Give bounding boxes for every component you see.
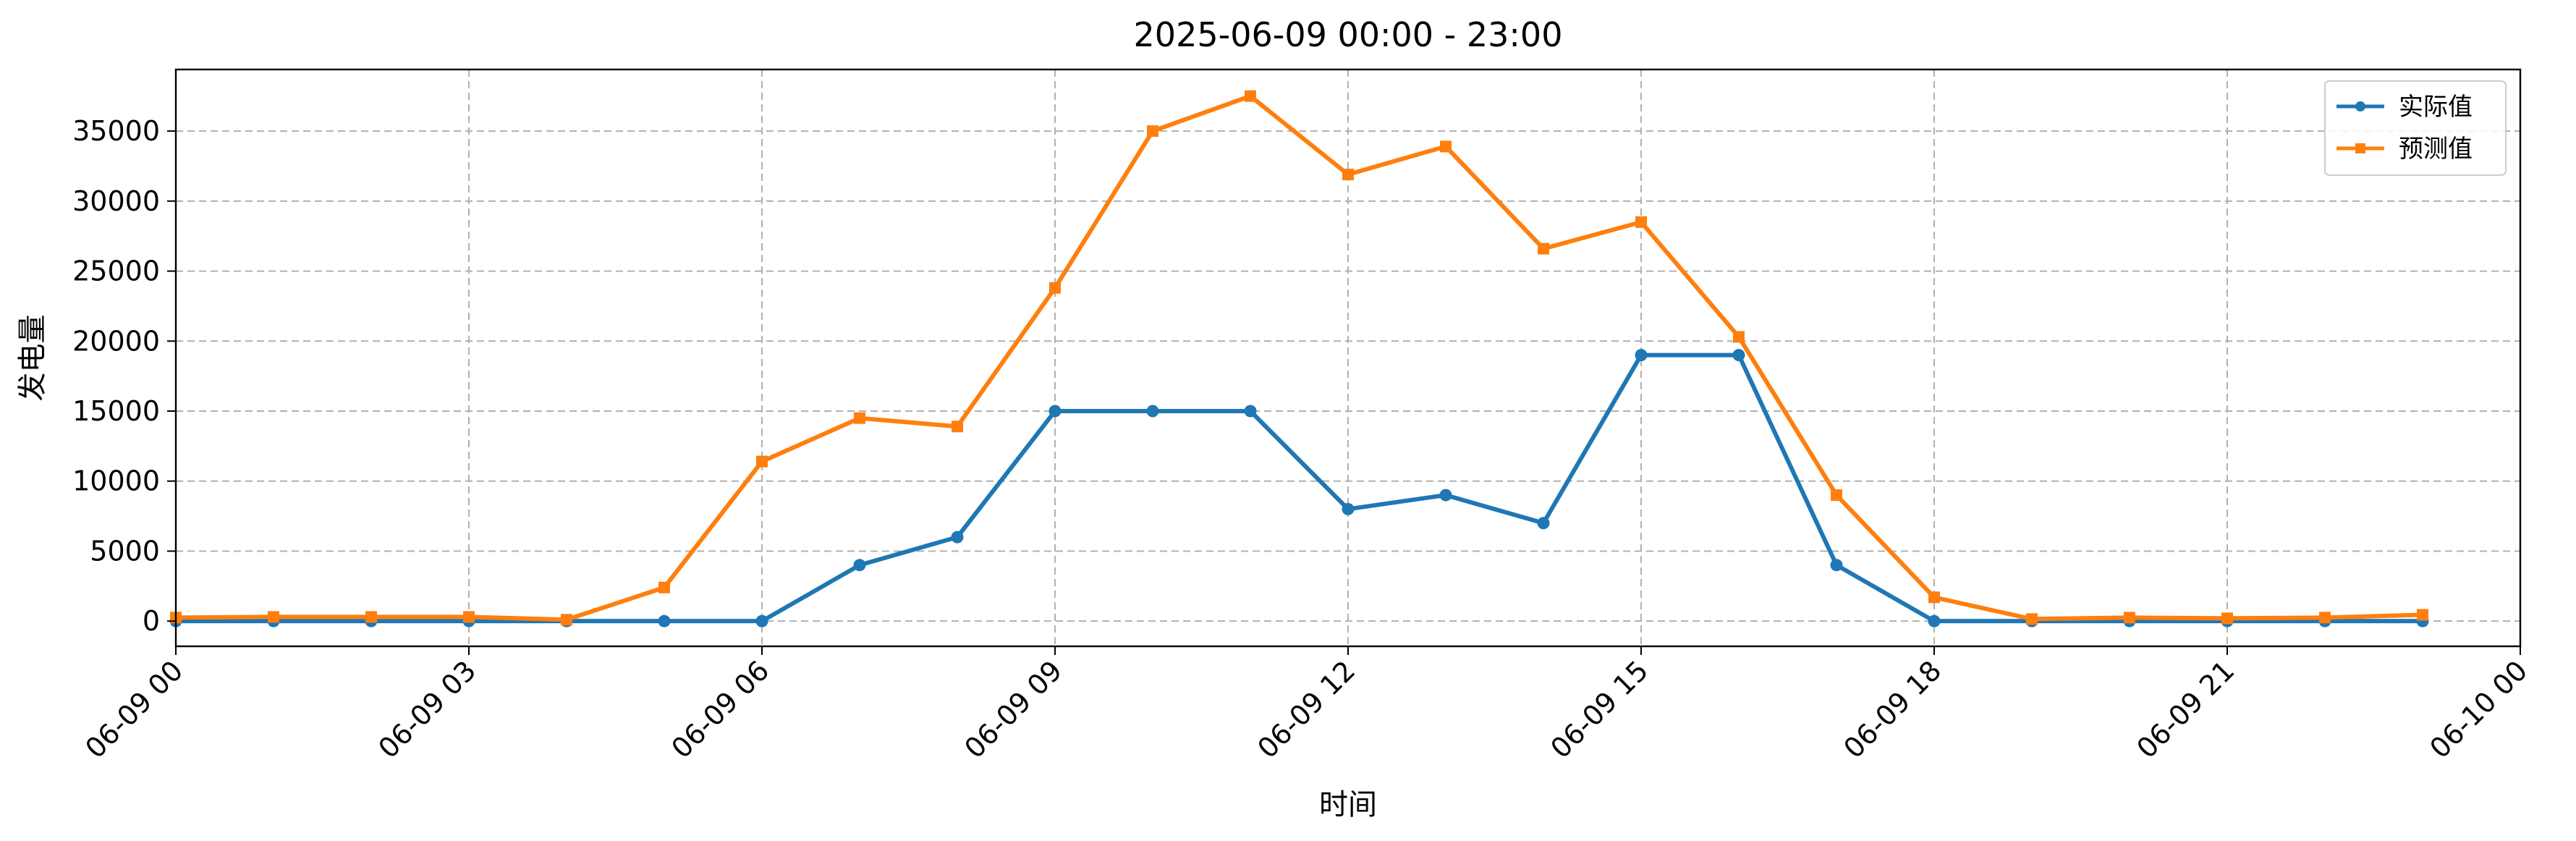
data-point — [951, 531, 964, 544]
y-tick-label: 30000 — [72, 185, 160, 217]
legend-label: 实际值 — [2399, 93, 2473, 122]
legend-swatch-marker — [2355, 101, 2365, 111]
x-tick-label: 06-09 18 — [1837, 654, 1947, 764]
legend: 实际值 预测值 — [2324, 80, 2507, 176]
data-point — [1048, 405, 1062, 418]
data-point — [658, 614, 671, 627]
axis-ticks: 06-09 00 06-09 03 06-09 06 06-09 09 06-09 12… — [72, 115, 2533, 764]
data-point — [1635, 216, 1647, 228]
legend-label: 预测值 — [2399, 135, 2473, 164]
y-tick-label: 20000 — [72, 325, 160, 357]
data-point — [658, 581, 670, 593]
data-point — [755, 614, 768, 627]
data-point — [1244, 405, 1257, 418]
data-point — [952, 420, 963, 433]
series-0 — [169, 349, 2429, 627]
data-point — [854, 412, 865, 424]
data-point — [1732, 349, 1745, 362]
data-point — [1928, 591, 1940, 604]
x-tick-label: 06-09 09 — [958, 654, 1068, 764]
data-point — [1147, 125, 1158, 138]
x-axis-label: 时间 — [1319, 788, 1377, 821]
data-point — [853, 559, 866, 572]
data-point — [2417, 609, 2428, 621]
x-tick-label: 06-09 15 — [1544, 654, 1654, 764]
x-tick-label: 06-09 03 — [372, 654, 482, 764]
data-point — [1733, 331, 1745, 343]
data-point — [1049, 282, 1061, 294]
x-tick-label: 06-09 06 — [665, 654, 775, 764]
data-point — [1245, 90, 1256, 102]
y-axis-label: 发电量 — [16, 315, 49, 402]
x-tick-label: 06-09 21 — [2130, 654, 2240, 764]
y-tick-label: 35000 — [72, 115, 160, 147]
data-point — [1537, 517, 1550, 530]
data-point — [268, 611, 279, 623]
data-point — [1146, 405, 1159, 418]
y-tick-label: 0 — [143, 605, 160, 637]
series-1 — [170, 90, 2428, 626]
series-layer — [169, 90, 2429, 627]
y-tick-label: 25000 — [72, 255, 160, 287]
data-point — [2026, 613, 2038, 625]
data-point — [365, 611, 377, 623]
data-point — [1830, 559, 1843, 572]
data-point — [561, 614, 572, 626]
y-tick-label: 10000 — [72, 465, 160, 497]
data-point — [1342, 169, 1354, 181]
data-point — [1439, 489, 1452, 502]
data-point — [1928, 614, 1941, 627]
series-line — [174, 93, 2425, 622]
data-point — [756, 455, 768, 468]
legend-swatch-marker — [2355, 143, 2365, 153]
y-tick-label: 15000 — [72, 395, 160, 427]
data-point — [1635, 349, 1648, 362]
data-point — [463, 611, 475, 623]
x-tick-label: 06-10 00 — [2423, 654, 2533, 764]
data-point — [1342, 502, 1355, 515]
data-point — [2319, 612, 2331, 624]
legend-entry: 预测值 — [2336, 135, 2473, 164]
data-point — [1831, 489, 1842, 502]
grid-lines — [175, 69, 2521, 646]
x-tick-label: 06-09 12 — [1251, 654, 1361, 764]
chart-title: 2025-06-09 00:00 - 23:00 — [1134, 15, 1563, 54]
data-point — [2124, 612, 2135, 624]
data-point — [1538, 242, 1549, 255]
series-line — [174, 352, 2425, 624]
legend-entry: 实际值 — [2336, 93, 2473, 122]
data-point — [2221, 612, 2233, 625]
data-point — [1440, 140, 1452, 153]
y-tick-label: 5000 — [90, 535, 160, 567]
x-tick-label: 06-09 00 — [79, 654, 189, 764]
